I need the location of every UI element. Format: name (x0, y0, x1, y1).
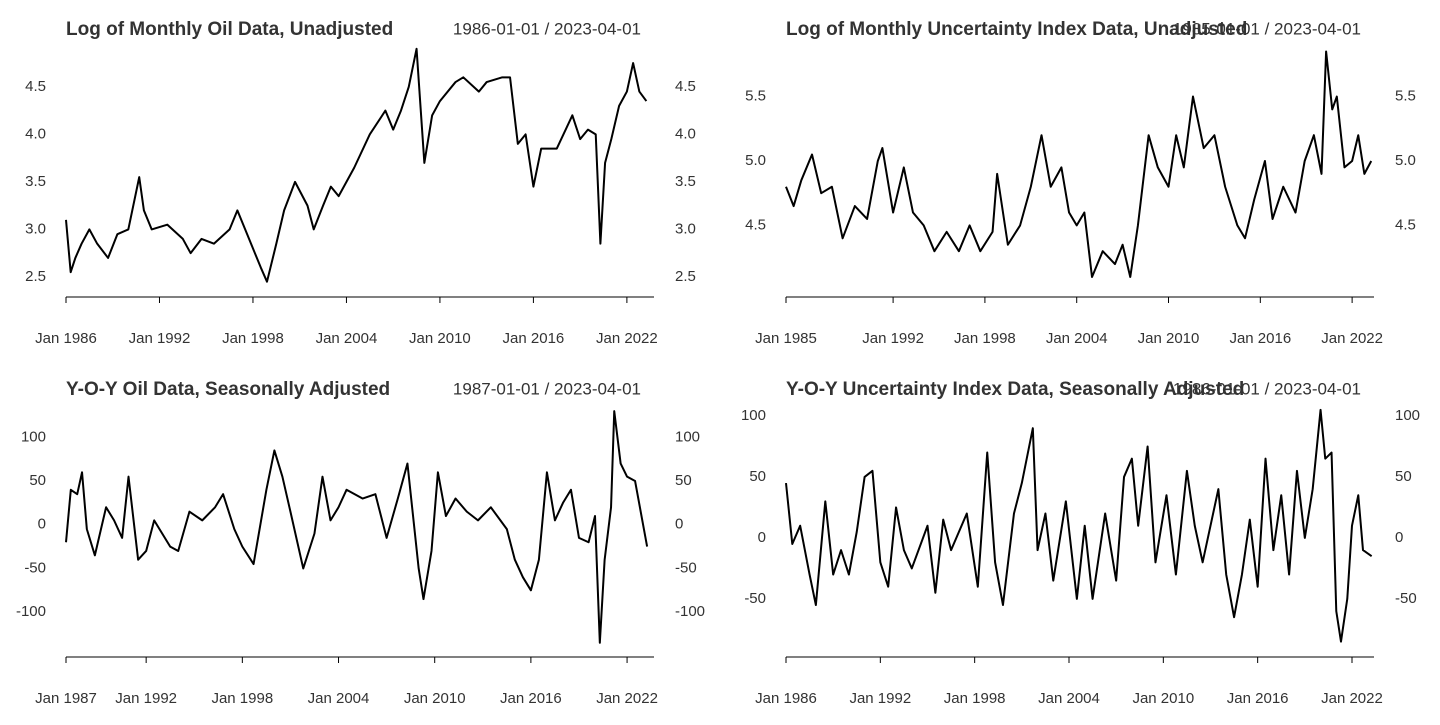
x-tick-label: Jan 2016 (500, 690, 562, 707)
data-line (65, 410, 649, 644)
chart-title: Log of Monthly Oil Data, Unadjusted (66, 19, 393, 40)
data-line (785, 408, 1373, 643)
y-tick-label-right: 3.0 (675, 220, 696, 237)
y-tick-label-right: 5.0 (1395, 152, 1416, 169)
y-tick-label-right: 100 (675, 428, 700, 445)
x-tick-label: Jan 2010 (409, 330, 471, 347)
y-tick-label: 50 (29, 472, 46, 489)
y-tick-label: 5.5 (745, 88, 766, 105)
y-tick-label-right: 5.5 (1395, 88, 1416, 105)
y-tick-label: 4.5 (745, 216, 766, 233)
y-tick-label: -50 (744, 590, 766, 607)
x-tick-label: Jan 2010 (404, 690, 466, 707)
y-tick-label-right: 0 (1395, 529, 1403, 546)
x-tick-label: Jan 2004 (1046, 330, 1108, 347)
x-tick-label: Jan 2016 (1229, 330, 1291, 347)
y-tick-label: 3.5 (25, 173, 46, 190)
x-tick-label: Jan 2010 (1132, 690, 1194, 707)
y-tick-label-right: 2.5 (675, 268, 696, 285)
date-range: 1987-01-01 / 2023-04-01 (453, 379, 641, 398)
x-tick-label: Jan 1992 (862, 330, 924, 347)
y-tick-label: -50 (24, 559, 46, 576)
y-tick-label: 5.0 (745, 152, 766, 169)
x-tick-label: Jan 1998 (211, 690, 273, 707)
data-line (65, 47, 648, 283)
data-line (785, 50, 1373, 278)
date-range: 1986-01-01 / 2023-04-01 (453, 19, 641, 38)
x-tick-label: Jan 1998 (222, 330, 284, 347)
y-tick-label: 4.0 (25, 125, 46, 142)
x-tick-label: Jan 2016 (503, 330, 565, 347)
x-tick-label: Jan 2022 (1321, 690, 1383, 707)
y-tick-label-right: -50 (1395, 590, 1417, 607)
chart-title: Log of Monthly Uncertainty Index Data, U… (786, 19, 1247, 40)
y-tick-label: 2.5 (25, 268, 46, 285)
x-tick-label: Jan 1992 (849, 690, 911, 707)
x-tick-label: Jan 2022 (596, 330, 658, 347)
y-tick-label: -100 (16, 603, 46, 620)
y-tick-label: 4.5 (25, 78, 46, 95)
y-tick-label-right: 4.5 (675, 78, 696, 95)
x-tick-label: Jan 1992 (115, 690, 177, 707)
y-tick-label: 0 (758, 529, 766, 546)
x-tick-label: Jan 2022 (596, 690, 658, 707)
y-tick-label: 3.0 (25, 220, 46, 237)
y-tick-label-right: 4.5 (1395, 216, 1416, 233)
x-tick-label: Jan 1986 (35, 330, 97, 347)
y-tick-label: 50 (749, 468, 766, 485)
x-tick-label: Jan 2004 (1038, 690, 1100, 707)
y-tick-label-right: -50 (675, 559, 697, 576)
x-tick-label: Jan 2022 (1321, 330, 1383, 347)
y-tick-label-right: 50 (675, 472, 692, 489)
x-tick-label: Jan 2010 (1138, 330, 1200, 347)
x-tick-label: Jan 1987 (35, 690, 97, 707)
date-range: 1985-01-01 / 2023-04-01 (1173, 19, 1361, 38)
chart-title: Y-O-Y Oil Data, Seasonally Adjusted (66, 379, 390, 400)
x-tick-label: Jan 2004 (316, 330, 378, 347)
y-tick-label-right: 50 (1395, 468, 1412, 485)
y-tick-label-right: 100 (1395, 407, 1420, 424)
y-tick-label-right: -100 (675, 603, 705, 620)
y-tick-label: 0 (38, 516, 46, 533)
x-tick-label: Jan 1985 (755, 330, 817, 347)
date-range: 1986-01-01 / 2023-04-01 (1173, 379, 1361, 398)
y-tick-label-right: 3.5 (675, 173, 696, 190)
y-tick-label-right: 0 (675, 516, 683, 533)
x-tick-label: Jan 1986 (755, 690, 817, 707)
x-tick-label: Jan 2016 (1227, 690, 1289, 707)
y-tick-label: 100 (21, 428, 46, 445)
chart-title: Y-O-Y Uncertainty Index Data, Seasonally… (786, 379, 1244, 400)
y-tick-label: 100 (741, 407, 766, 424)
x-tick-label: Jan 1998 (954, 330, 1016, 347)
x-tick-label: Jan 1998 (944, 690, 1006, 707)
x-tick-label: Jan 2004 (308, 690, 370, 707)
y-tick-label-right: 4.0 (675, 125, 696, 142)
x-tick-label: Jan 1992 (129, 330, 191, 347)
